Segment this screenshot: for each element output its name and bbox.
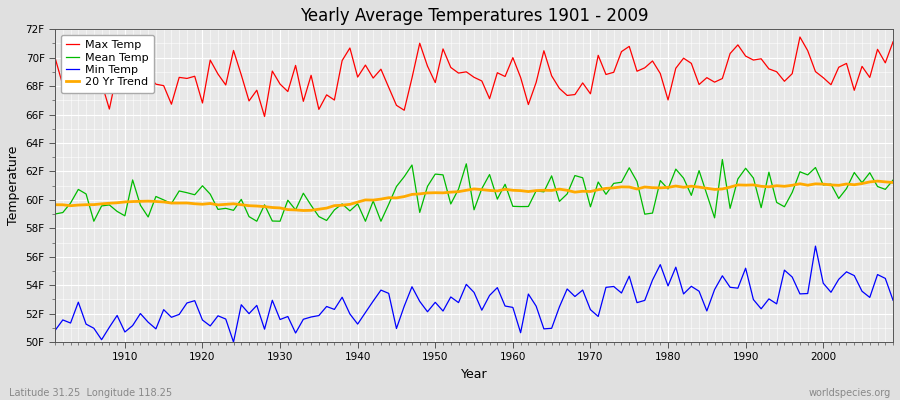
Text: Latitude 31.25  Longitude 118.25: Latitude 31.25 Longitude 118.25 xyxy=(9,388,172,398)
20 Yr Trend xyxy=(608,186,619,190)
Max Temp xyxy=(887,39,898,44)
Line: 20 Yr Trend: 20 Yr Trend xyxy=(55,181,893,210)
Max Temp xyxy=(337,58,347,63)
Line: Max Temp: Max Temp xyxy=(55,37,893,116)
Mean Temp xyxy=(508,204,518,209)
20 Yr Trend xyxy=(887,180,898,185)
Mean Temp xyxy=(50,212,60,216)
Min Temp xyxy=(810,244,821,248)
Mean Temp xyxy=(290,208,301,212)
Max Temp xyxy=(608,70,619,75)
Mean Temp xyxy=(515,204,526,209)
Mean Temp xyxy=(887,178,898,182)
Min Temp xyxy=(228,340,238,344)
Max Temp xyxy=(515,75,526,80)
20 Yr Trend xyxy=(298,208,309,213)
Y-axis label: Temperature: Temperature xyxy=(7,146,20,225)
20 Yr Trend xyxy=(872,179,883,184)
Mean Temp xyxy=(120,214,130,218)
Min Temp xyxy=(112,313,122,318)
20 Yr Trend xyxy=(283,207,293,212)
Line: Min Temp: Min Temp xyxy=(55,246,893,342)
Max Temp xyxy=(50,55,60,60)
20 Yr Trend xyxy=(337,203,347,208)
Min Temp xyxy=(290,331,301,336)
Min Temp xyxy=(337,295,347,300)
Max Temp xyxy=(259,114,270,119)
Min Temp xyxy=(508,305,518,310)
Title: Yearly Average Temperatures 1901 - 2009: Yearly Average Temperatures 1901 - 2009 xyxy=(300,7,648,25)
20 Yr Trend xyxy=(50,202,60,207)
Legend: Max Temp, Mean Temp, Min Temp, 20 Yr Trend: Max Temp, Mean Temp, Min Temp, 20 Yr Tre… xyxy=(60,35,154,93)
Mean Temp xyxy=(337,202,347,206)
Line: Mean Temp: Mean Temp xyxy=(55,160,893,221)
X-axis label: Year: Year xyxy=(461,368,488,381)
Max Temp xyxy=(290,63,301,68)
Mean Temp xyxy=(717,157,728,162)
20 Yr Trend xyxy=(112,200,122,205)
Max Temp xyxy=(508,55,518,60)
Min Temp xyxy=(887,298,898,303)
Mean Temp xyxy=(608,181,619,186)
Max Temp xyxy=(795,35,806,40)
Text: worldspecies.org: worldspecies.org xyxy=(809,388,891,398)
Min Temp xyxy=(515,330,526,335)
20 Yr Trend xyxy=(508,188,518,193)
Min Temp xyxy=(50,328,60,333)
Min Temp xyxy=(608,284,619,289)
Max Temp xyxy=(112,70,122,74)
Mean Temp xyxy=(88,219,99,224)
20 Yr Trend xyxy=(515,188,526,193)
